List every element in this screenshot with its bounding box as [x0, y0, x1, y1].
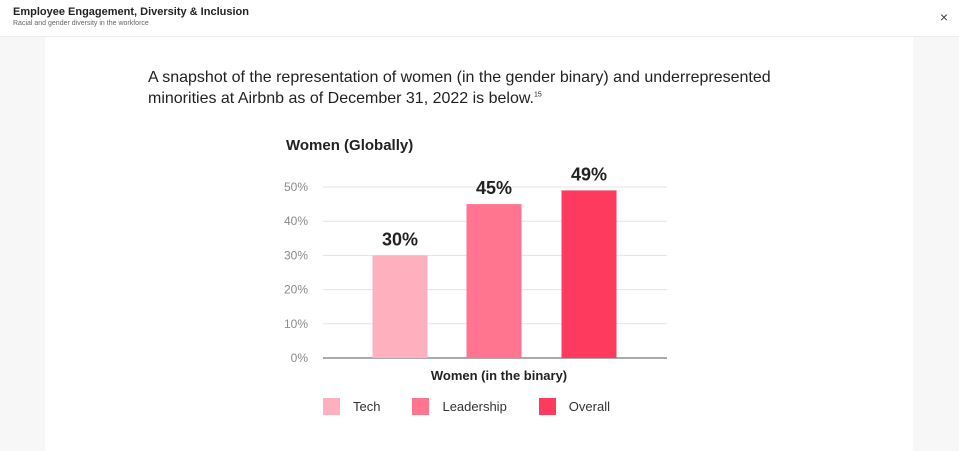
legend-item-leadership: Leadership	[412, 398, 507, 415]
y-tick-label: 20%	[284, 283, 308, 297]
close-icon[interactable]: ×	[939, 9, 948, 25]
chart-title: Women (Globally)	[286, 137, 414, 154]
legend-label-leadership: Leadership	[442, 399, 507, 414]
modal-subtitle: Racial and gender diversity in the workf…	[13, 20, 149, 27]
chart-legend: Tech Leadership Overall	[323, 398, 642, 415]
data-label: 49%	[571, 164, 607, 184]
modal-header: Employee Engagement, Diversity & Inclusi…	[0, 0, 959, 37]
legend-label-tech: Tech	[353, 399, 381, 414]
legend-item-tech: Tech	[323, 398, 380, 415]
legend-swatch-overall	[538, 398, 556, 415]
legend-label-overall: Overall	[568, 399, 610, 414]
y-tick-label: 0%	[291, 351, 309, 365]
footnote-ref[interactable]: 15	[533, 91, 542, 99]
y-tick-label: 50%	[284, 180, 308, 194]
data-label: 45%	[476, 178, 512, 198]
intro-paragraph: A snapshot of the representation of wome…	[148, 67, 808, 109]
y-tick-label: 10%	[284, 317, 308, 331]
document-page: A snapshot of the representation of wome…	[45, 37, 913, 451]
bar-leadership	[466, 204, 522, 358]
intro-text: A snapshot of the representation of wome…	[148, 69, 771, 107]
legend-item-overall: Overall	[538, 398, 610, 415]
data-label: 30%	[382, 229, 418, 249]
legend-swatch-leadership	[412, 398, 430, 415]
modal-title: Employee Engagement, Diversity & Inclusi…	[13, 6, 249, 18]
legend-swatch-tech	[323, 398, 340, 415]
y-tick-label: 30%	[284, 248, 308, 262]
bar-chart: 0% 10% 20% 30% 40% 50% 30% 45% 49% Women (in the …	[284, 164, 667, 383]
bar-overall	[561, 190, 617, 358]
bar-tech	[372, 255, 428, 358]
x-axis-title: Women (in the binary)	[431, 368, 567, 383]
y-tick-label: 40%	[284, 214, 308, 228]
